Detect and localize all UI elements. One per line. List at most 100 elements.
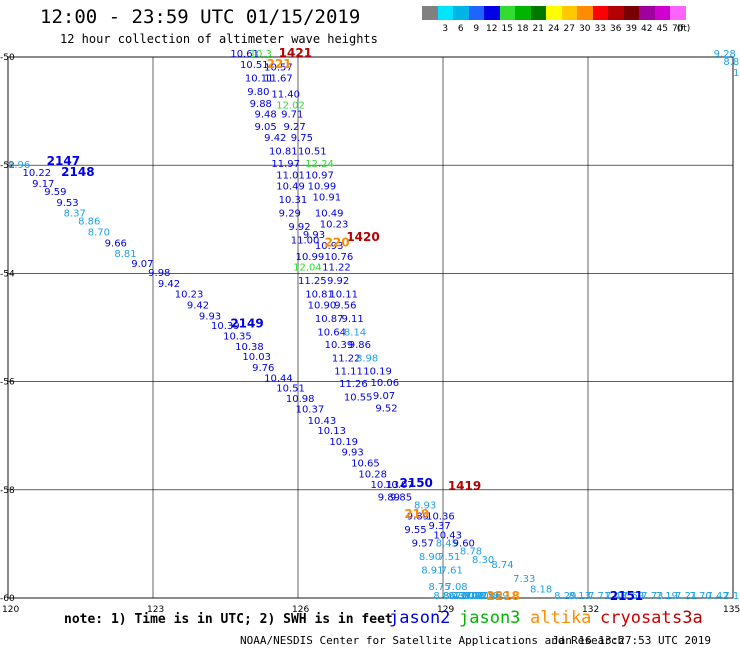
data-point-label: 9.85 [390, 493, 412, 504]
data-point-label: 10.51 [298, 146, 327, 157]
data-point-label: 8.29 [554, 591, 576, 602]
data-point-label: 10.22 [23, 168, 52, 179]
data-point-label: 10.23 [320, 219, 349, 230]
legend-swatch [499, 6, 515, 20]
data-point-label: 9.75 [291, 133, 313, 144]
data-point-label: 8.86 [433, 591, 455, 602]
data-point-label: 10.19 [329, 437, 358, 448]
legend-unit: (ft) [676, 24, 691, 34]
satellite-name-jason2: jason2 [389, 608, 451, 628]
legend-swatch [561, 6, 577, 20]
data-point-label: 10.23 [175, 290, 204, 301]
legend-swatch [453, 6, 469, 20]
data-point-label: 8.81 [723, 57, 740, 68]
data-point-label: 10.43 [308, 416, 337, 427]
data-point-label: 11.22 [322, 263, 351, 274]
data-point-label: 8.75 [429, 582, 451, 593]
pass-id-label: 2150 [400, 476, 433, 490]
data-point-label: 9.59 [44, 187, 66, 198]
y-tick-label: -54 [0, 269, 15, 279]
data-point-label: 8.81 [114, 249, 136, 260]
data-point-label: 10.35 [223, 331, 252, 342]
legend-swatch [484, 6, 500, 20]
legend-swatch [546, 6, 562, 20]
legend-label: 3 [442, 24, 449, 34]
data-point-label: 8.90 [419, 552, 441, 563]
data-point-label: 9.89 [378, 493, 400, 504]
data-point-label: 9.93 [303, 230, 325, 241]
data-point-label: 7.19 [656, 591, 678, 602]
data-point-label: 9.17 [32, 179, 54, 190]
data-point-label: 9.80 [247, 87, 269, 98]
data-point-label: 10.81 [269, 146, 298, 157]
data-point-label: 10.11 [329, 290, 358, 301]
legend-swatch [608, 6, 624, 20]
data-point-label: 9.27 [284, 122, 306, 133]
data-point-label: 10.06 [371, 378, 400, 389]
y-tick-label: -50 [0, 53, 15, 63]
data-point-label: 9.28 [714, 49, 736, 60]
data-point-label: 8.13 [569, 591, 591, 602]
data-point-label: 7.43 [605, 591, 627, 602]
pass-id-label: 2148 [61, 165, 94, 179]
data-point-label: 9.92 [288, 222, 310, 233]
data-point-label: 10.87 [315, 314, 344, 325]
data-point-label: 9.98 [148, 268, 170, 279]
x-tick-label: 123 [147, 605, 164, 615]
data-point-label: 10.51 [276, 383, 305, 394]
data-point-label: 10.39 [325, 340, 354, 351]
data-point-label: 9.93 [199, 311, 221, 322]
data-point-label: 10.55 [344, 393, 373, 404]
data-point-label: 11.26 [339, 379, 368, 390]
data-point-label: 10.61 [230, 49, 259, 60]
pass-id-label: 1420 [346, 230, 379, 244]
data-point-label: 10.81 [305, 290, 334, 301]
data-point-label: 9.71 [281, 110, 303, 121]
legend-swatch [468, 6, 484, 20]
page-title: 12:00 - 23:59 UTC 01/15/2019 [40, 6, 361, 28]
data-point-label: 11.11 [334, 367, 363, 378]
data-point-label: 10.64 [317, 328, 346, 339]
pass-id-label: 219 [404, 507, 429, 521]
data-point-label: 7.21 [675, 591, 697, 602]
data-point-label: 7.61 [441, 566, 463, 577]
map-frame [7, 56, 734, 599]
y-tick-label: -58 [0, 486, 15, 496]
data-point-label: 10.13 [371, 480, 400, 491]
data-point-label: 7.18 [723, 591, 740, 602]
legend-label: 39 [625, 24, 637, 34]
data-point-label: 10.28 [358, 469, 387, 480]
legend-label: 70 [672, 24, 684, 34]
data-point-label: 8.98 [356, 354, 378, 365]
legend-swatch [654, 6, 670, 20]
data-point-label: 8.96 [8, 160, 30, 171]
legend-label: 36 [610, 24, 622, 34]
data-point-label: 9.42 [264, 133, 286, 144]
data-point-label: 11.40 [271, 90, 300, 101]
data-point-label: 9.52 [375, 403, 397, 414]
data-point-label: 9.57 [412, 539, 434, 550]
data-point-label: 7.80 [455, 591, 477, 602]
data-point-label: 10.3 [250, 49, 272, 60]
x-tick-label: 126 [292, 605, 309, 615]
data-point-label: 8.93 [414, 501, 436, 512]
data-point-label: 7.70 [690, 591, 712, 602]
data-point-label: 9.37 [429, 521, 451, 532]
pass-id-label: 2151 [610, 589, 643, 603]
data-point-label: 7.82 [465, 591, 487, 602]
data-point-label: 10.43 [433, 530, 462, 541]
data-point-label: 8.91 [421, 566, 443, 577]
data-point-label: 10.07 [385, 480, 414, 491]
legend-label: 15 [501, 24, 513, 34]
page-subtitle: 12 hour collection of altimeter wave hei… [60, 32, 378, 46]
legend-swatch [422, 6, 438, 20]
pass-id-label: 2147 [47, 154, 80, 168]
data-point-label: 12.24 [305, 159, 334, 170]
data-point-label: 9.07 [373, 391, 395, 402]
data-point-label: 11.01 [276, 171, 305, 182]
credit-text: NOAA/NESDIS Center for Satellite Applica… [240, 634, 625, 647]
data-point-label: 8.18 [530, 585, 552, 596]
data-point-label: 9.93 [342, 448, 364, 459]
data-point-label: 10.97 [305, 171, 334, 182]
satellite-name-jason3: jason3 [459, 608, 521, 628]
